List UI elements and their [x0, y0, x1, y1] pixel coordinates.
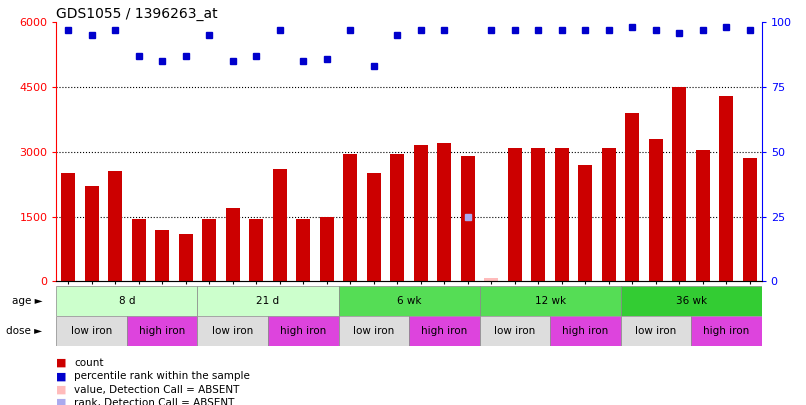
Text: count: count [74, 358, 104, 368]
Bar [156, 230, 169, 281]
Bar [56, 316, 127, 346]
Bar [508, 147, 522, 281]
Bar [720, 96, 733, 281]
Bar [672, 87, 687, 281]
Bar [531, 147, 546, 281]
Bar [226, 208, 240, 281]
Bar [131, 219, 146, 281]
Bar [649, 139, 663, 281]
Bar [339, 286, 480, 316]
Bar [197, 286, 339, 316]
Text: 36 wk: 36 wk [675, 296, 707, 306]
Bar [390, 154, 405, 281]
Bar [249, 219, 264, 281]
Bar [108, 171, 123, 281]
Bar [480, 316, 550, 346]
Bar [743, 158, 757, 281]
Text: high iron: high iron [422, 326, 467, 336]
Bar [484, 278, 498, 281]
Text: high iron: high iron [139, 326, 185, 336]
Text: 8 d: 8 d [118, 296, 135, 306]
Bar [550, 316, 621, 346]
Bar [268, 316, 339, 346]
Bar [409, 316, 480, 346]
Text: ■: ■ [56, 371, 67, 381]
Bar [621, 286, 762, 316]
Text: 21 d: 21 d [256, 296, 280, 306]
Text: GDS1055 / 1396263_at: GDS1055 / 1396263_at [56, 7, 218, 21]
Bar [85, 186, 99, 281]
Bar [579, 165, 592, 281]
Bar [56, 286, 197, 316]
Text: value, Detection Call = ABSENT: value, Detection Call = ABSENT [74, 385, 239, 394]
Text: age ►: age ► [12, 296, 43, 306]
Bar [692, 316, 762, 346]
Bar [297, 219, 310, 281]
Text: low iron: low iron [494, 326, 535, 336]
Bar [343, 154, 357, 281]
Text: high iron: high iron [280, 326, 326, 336]
Bar [272, 169, 287, 281]
Text: low iron: low iron [353, 326, 394, 336]
Bar [367, 173, 381, 281]
Text: low iron: low iron [212, 326, 253, 336]
Bar [179, 234, 193, 281]
Bar [438, 143, 451, 281]
Bar [621, 316, 692, 346]
Text: low iron: low iron [71, 326, 112, 336]
Bar [61, 173, 75, 281]
Bar [696, 150, 710, 281]
Text: 12 wk: 12 wk [534, 296, 566, 306]
Bar [555, 147, 569, 281]
Text: 6 wk: 6 wk [397, 296, 422, 306]
Text: ■: ■ [56, 385, 67, 394]
Bar [197, 316, 268, 346]
Bar [202, 219, 216, 281]
Bar [480, 286, 621, 316]
Text: low iron: low iron [635, 326, 676, 336]
Text: dose ►: dose ► [6, 326, 43, 336]
Text: percentile rank within the sample: percentile rank within the sample [74, 371, 250, 381]
Bar [127, 316, 197, 346]
Bar [461, 156, 475, 281]
Bar [413, 145, 428, 281]
Bar [320, 217, 334, 281]
Text: rank, Detection Call = ABSENT: rank, Detection Call = ABSENT [74, 398, 235, 405]
Bar [625, 113, 639, 281]
Bar [339, 316, 409, 346]
Text: high iron: high iron [704, 326, 750, 336]
Bar [602, 147, 616, 281]
Text: high iron: high iron [563, 326, 609, 336]
Text: ■: ■ [56, 358, 67, 368]
Text: ■: ■ [56, 398, 67, 405]
